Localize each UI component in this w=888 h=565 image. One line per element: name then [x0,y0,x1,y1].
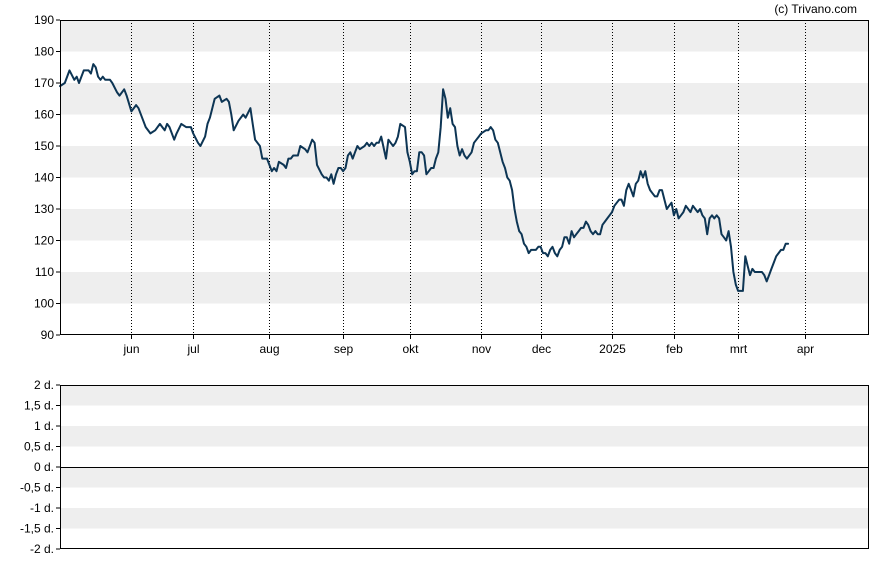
y-tick-label: 100 [34,297,54,311]
y-tick-label: 180 [34,45,54,59]
x-tick-label: sep [334,342,354,356]
price-chart-y-axis: 190 180 170 160 150 140 130 120 110 100 90 [34,13,60,342]
x-tick-label: apr [797,342,814,356]
y-tick-label: 90 [41,328,55,342]
price-chart-frame [60,20,869,335]
x-tick-label: dec [532,342,551,356]
volume-band [60,426,869,447]
x-tick-label: aug [259,342,279,356]
x-tick-label: nov [472,342,491,356]
volume-y-tick-label: 1,5 d. [24,399,54,413]
y-tick-label: 160 [34,108,54,122]
volume-band [60,385,869,406]
volume-band [60,508,869,529]
price-band [60,146,869,178]
volume-y-tick-label: 0 d. [34,460,54,474]
price-band [60,209,869,241]
price-band [60,83,869,115]
volume-y-tick-label: -0,5 d. [20,481,54,495]
credit-label: (c) Trivano.com [774,2,857,16]
volume-chart-frame [60,385,869,549]
y-tick-label: 130 [34,202,54,216]
y-tick-label: 120 [34,234,54,248]
price-chart-x-axis: jun jul aug sep okt nov dec 2025 feb mrt apr [122,335,814,356]
x-tick-label: okt [402,342,419,356]
price-chart-bands [60,20,869,304]
price-band [60,272,869,304]
y-tick-label: 150 [34,139,54,153]
y-tick-label: 190 [34,13,54,27]
x-tick-label: jul [186,342,199,356]
x-tick-label: 2025 [599,342,626,356]
y-tick-label: 110 [35,265,54,279]
volume-y-tick-label: 0,5 d. [24,440,54,454]
volume-chart-y-axis: 2 d. 1,5 d. 1 d. 0,5 d. 0 d. -0,5 d. -1 d. -1,5… [20,378,60,556]
price-chart-border [60,20,869,335]
volume-y-tick-label: -2 d. [30,542,54,556]
price-band [60,20,869,52]
volume-y-tick-label: 1 d. [34,419,54,433]
volume-y-tick-label: -1,5 d. [20,522,54,536]
price-chart-series [59,63,790,292]
x-tick-label: jun [122,342,139,356]
x-tick-label: feb [666,342,683,356]
volume-band [60,467,869,488]
volume-y-tick-label: -1 d. [30,501,54,515]
price-line [59,63,790,292]
volume-y-tick-label: 2 d. [34,378,54,392]
y-tick-label: 140 [34,171,54,185]
y-tick-label: 170 [34,76,54,90]
x-tick-label: mrt [730,342,748,356]
volume-chart-bands [60,385,869,529]
